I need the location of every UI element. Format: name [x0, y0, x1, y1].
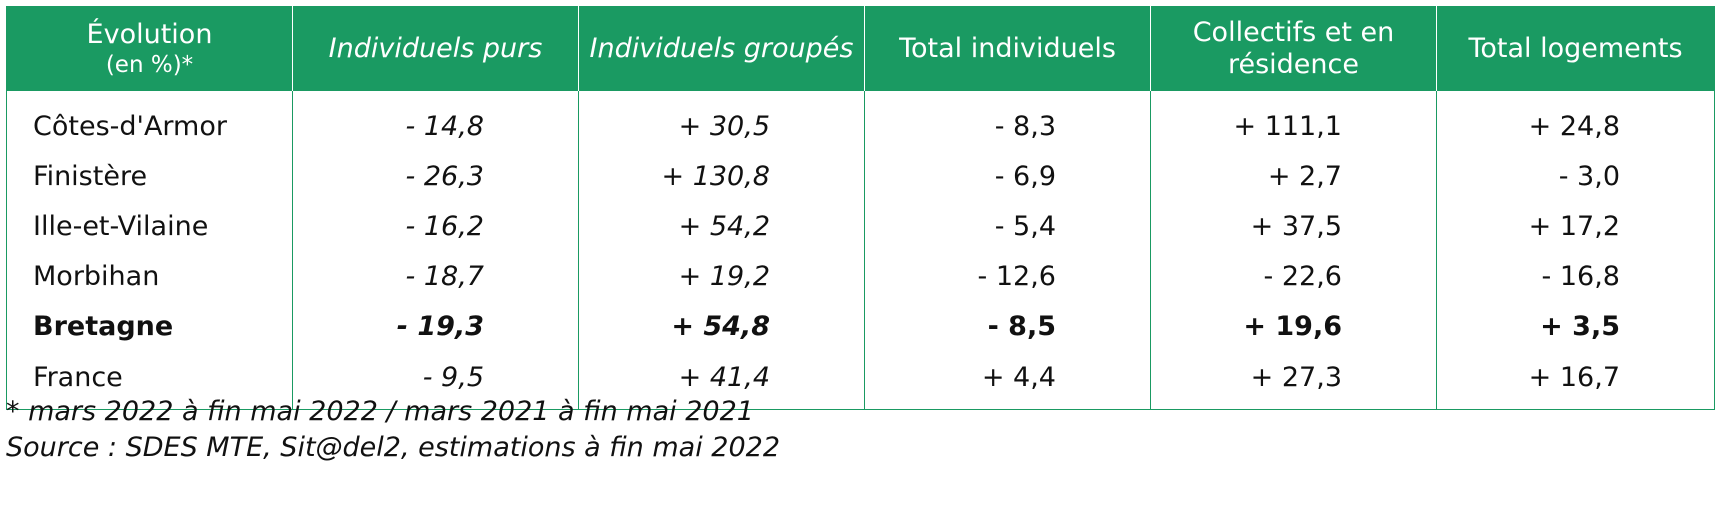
cell-total-logements: - 16,8: [1541, 260, 1620, 292]
table-row: Côtes-d'Armor - 14,8 + 30,5 - 8,3 + 111,…: [6, 91, 1715, 151]
row-label: Bretagne: [6, 301, 293, 351]
row-label: Côtes-d'Armor: [6, 91, 293, 151]
cell-total-individuels: - 8,5: [864, 301, 1151, 351]
cell-individuels-groupes: + 19,2: [578, 251, 865, 301]
table-container: Évolution (en %)* Individuels purs Indiv…: [6, 6, 1715, 410]
table-row: France - 9,5 + 41,4 + 4,4 + 27,3 + 16,7: [6, 351, 1715, 410]
cell-individuels-purs: - 26,3: [292, 151, 579, 201]
cell-total-individuels: - 12,6: [864, 251, 1151, 301]
cell-total-individuels: - 5,4: [864, 201, 1151, 251]
header-row: Évolution (en %)* Individuels purs Indiv…: [6, 6, 1715, 91]
cell-total-individuels: - 6,9: [864, 151, 1151, 201]
row-label: Finistère: [6, 151, 293, 201]
header-total-individuels: Total individuels: [864, 6, 1151, 91]
data-table: Évolution (en %)* Individuels purs Indiv…: [6, 6, 1715, 410]
cell-collectifs: + 19,6: [1150, 301, 1437, 351]
cell-individuels-groupes: + 41,4: [578, 351, 865, 410]
header-individuels-groupes: Individuels groupés: [578, 6, 865, 91]
cell-individuels-purs: - 16,2: [292, 201, 579, 251]
cell-collectifs: + 27,3: [1150, 351, 1437, 410]
source-note: Source : SDES MTE, Sit@del2, estimations…: [6, 432, 781, 463]
cell-total-logements: + 3,5: [1540, 310, 1620, 342]
cell-collectifs: - 22,6: [1150, 251, 1437, 301]
cell-total-logements: - 3,0: [1558, 160, 1620, 192]
row-label: France: [6, 351, 293, 410]
header-collectifs: Collectifs et en résidence: [1150, 6, 1437, 91]
cell-individuels-groupes: + 130,8: [578, 151, 865, 201]
cell-individuels-purs: - 9,5: [292, 351, 579, 410]
table-row: Finistère - 26,3 + 130,8 - 6,9 + 2,7 - 3…: [6, 151, 1715, 201]
footnote: * mars 2022 à fin mai 2022 / mars 2021 à…: [6, 396, 754, 427]
cell-total-individuels: - 8,3: [864, 91, 1151, 151]
header-evolution-line2: (en %)*: [105, 52, 194, 78]
cell-total-logements: + 17,2: [1528, 210, 1620, 242]
header-evolution-line1: Évolution: [86, 19, 213, 50]
table-row: Morbihan - 18,7 + 19,2 - 12,6 - 22,6 - 1…: [6, 251, 1715, 301]
cell-total-individuels: + 4,4: [864, 351, 1151, 410]
header-individuels-purs: Individuels purs: [292, 6, 579, 91]
row-label: Morbihan: [6, 251, 293, 301]
cell-collectifs: + 111,1: [1150, 91, 1437, 151]
table-row: Ille-et-Vilaine - 16,2 + 54,2 - 5,4 + 37…: [6, 201, 1715, 251]
header-evolution: Évolution (en %)*: [6, 6, 293, 91]
cell-individuels-purs: - 19,3: [292, 301, 579, 351]
cell-total-logements: + 24,8: [1528, 110, 1620, 142]
cell-individuels-purs: - 14,8: [292, 91, 579, 151]
cell-individuels-groupes: + 54,8: [578, 301, 865, 351]
header-total-logements: Total logements: [1436, 6, 1715, 91]
table-row-bretagne: Bretagne - 19,3 + 54,8 - 8,5 + 19,6 + 3,…: [6, 301, 1715, 351]
cell-total-logements: + 16,7: [1528, 361, 1620, 393]
cell-individuels-purs: - 18,7: [292, 251, 579, 301]
cell-individuels-groupes: + 30,5: [578, 91, 865, 151]
table-notes: * mars 2022 à fin mai 2022 / mars 2021 à…: [6, 394, 780, 466]
cell-individuels-groupes: + 54,2: [578, 201, 865, 251]
cell-collectifs: + 37,5: [1150, 201, 1437, 251]
cell-collectifs: + 2,7: [1150, 151, 1437, 201]
row-label: Ille-et-Vilaine: [6, 201, 293, 251]
